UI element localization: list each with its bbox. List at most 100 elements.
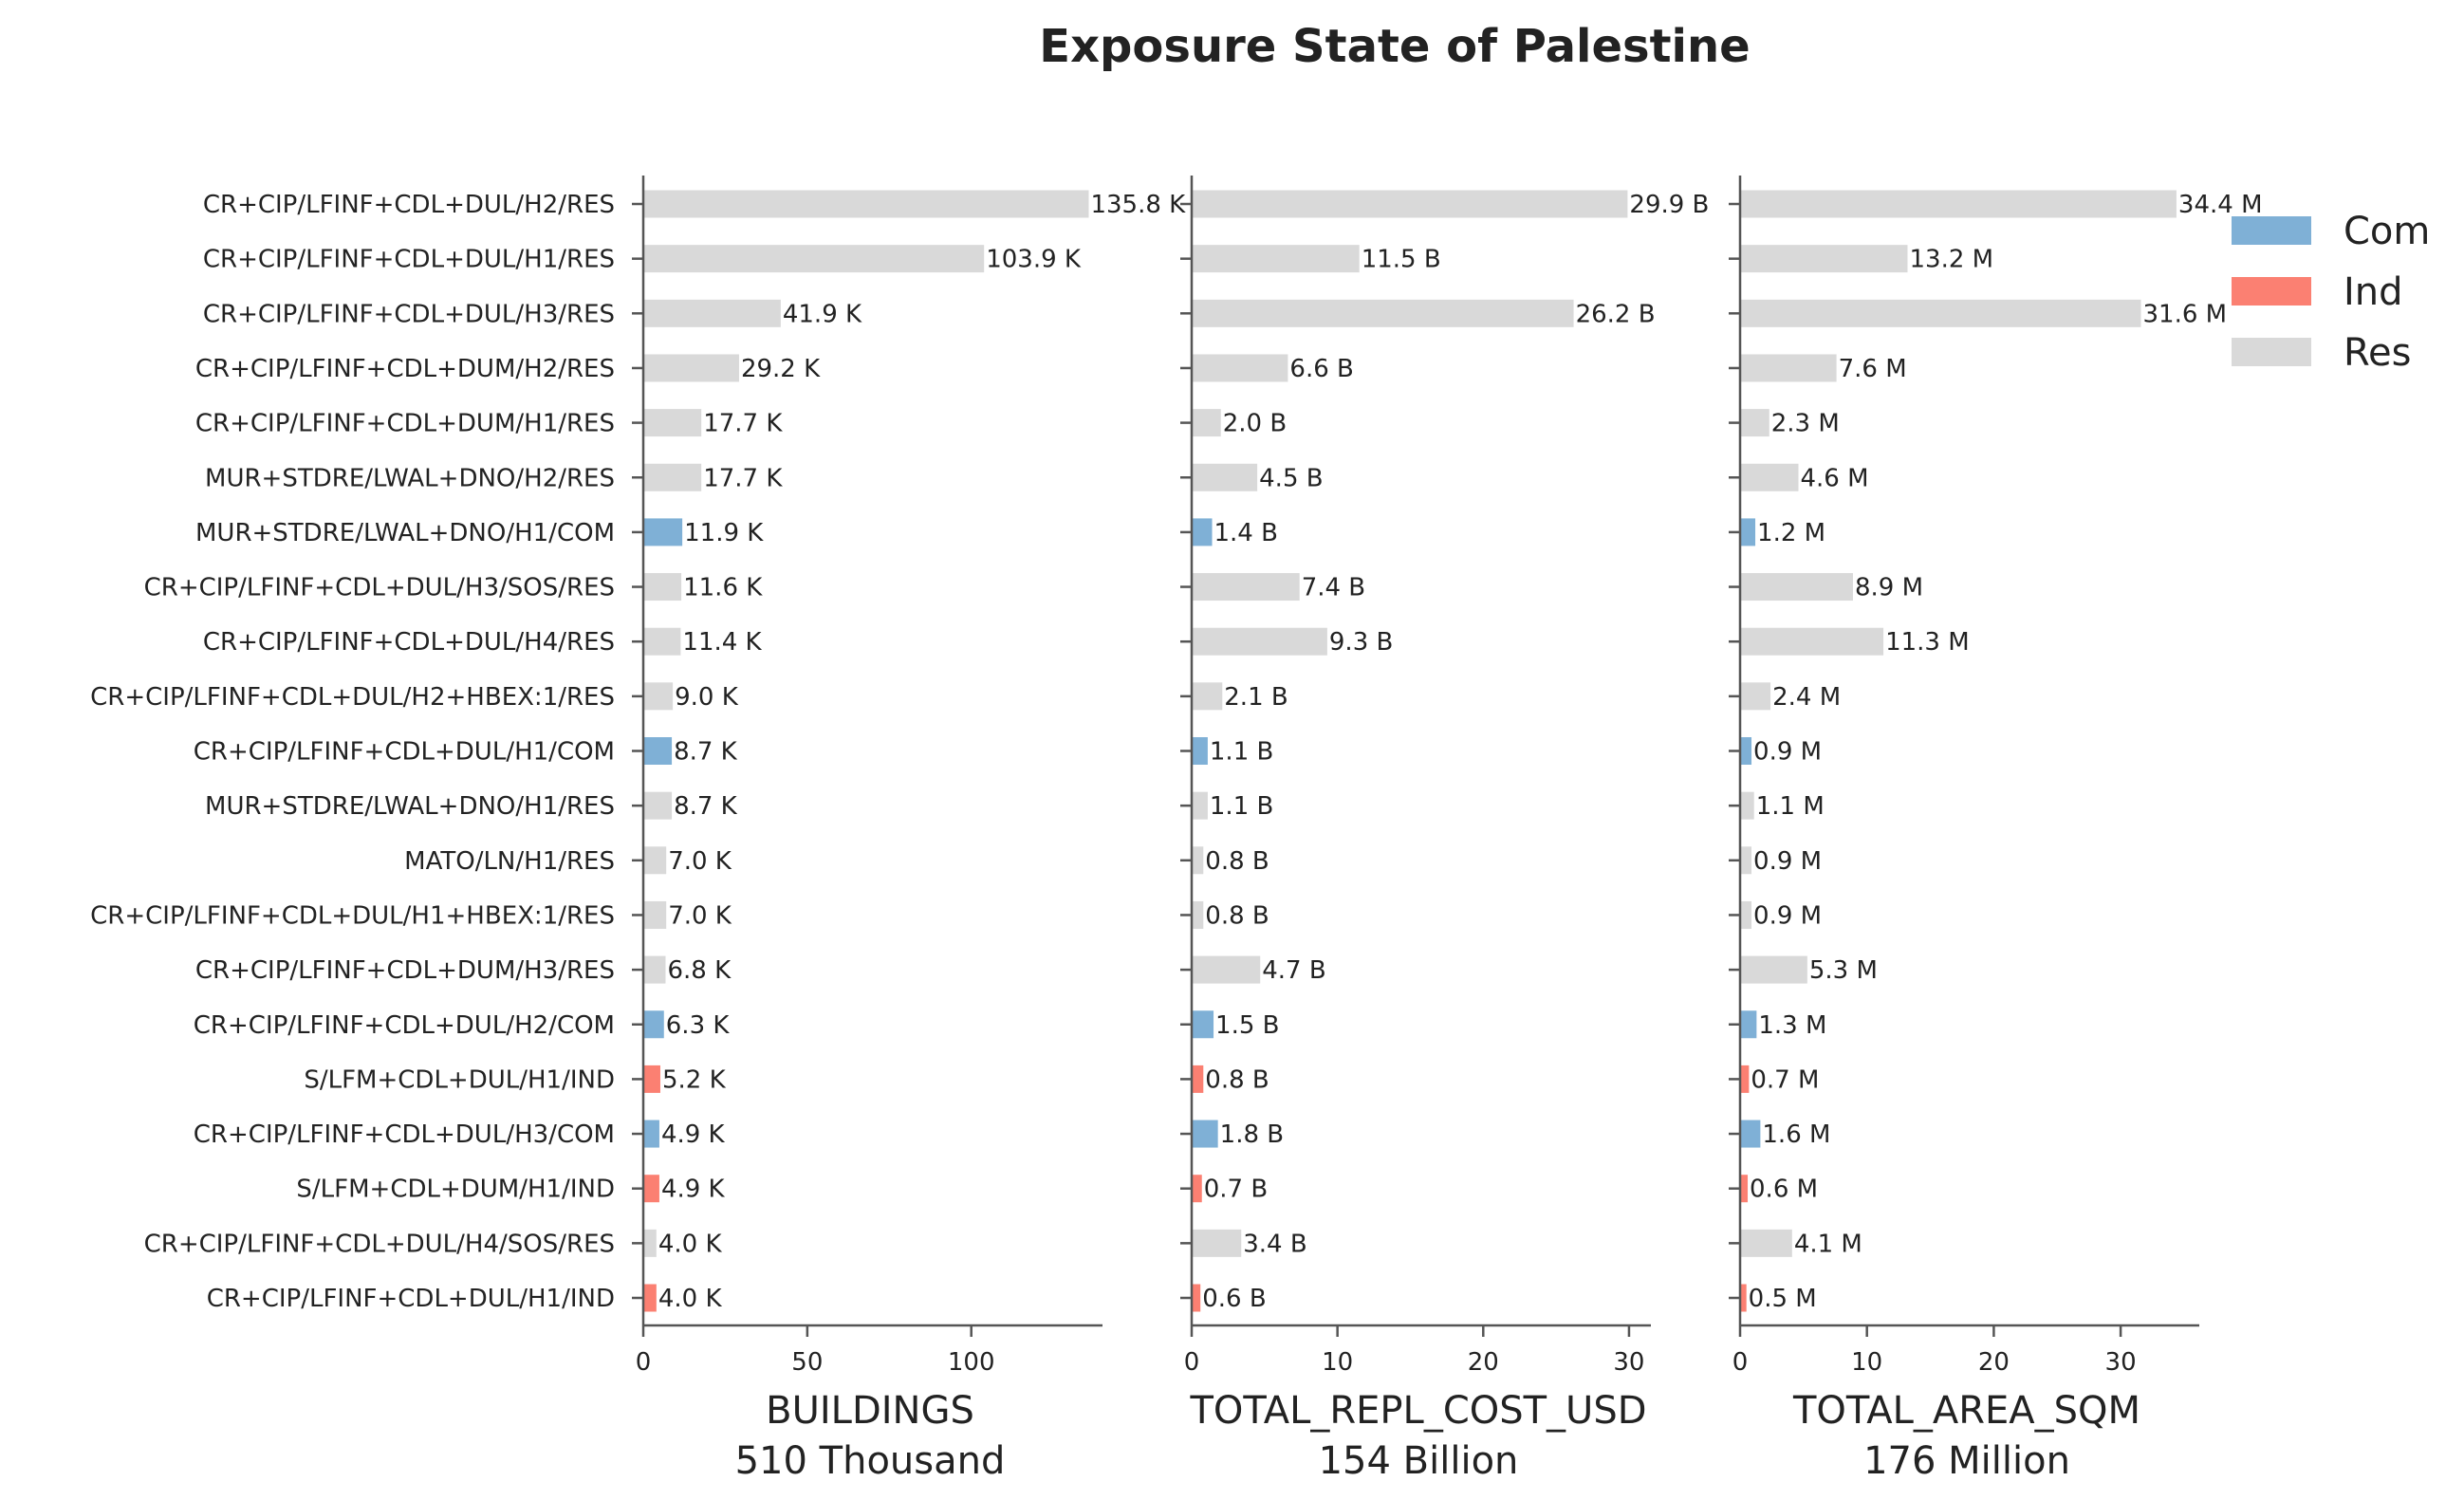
bar xyxy=(1192,409,1221,437)
bar xyxy=(643,1175,659,1203)
bar xyxy=(1192,627,1327,656)
value-label: 8.7 K xyxy=(674,738,738,767)
x-axis-title: TOTAL_REPL_COST_USD xyxy=(1189,1389,1646,1433)
panel-1: 135.8 K 103.9 K 41.9 K 29.2 K 17.7 K 17.7 K 11… xyxy=(90,176,1186,1483)
value-label: 13.2 M xyxy=(1909,246,1993,274)
bar xyxy=(1192,791,1208,820)
value-label: 1.1 B xyxy=(1210,738,1273,767)
panel-2: 29.9 B 11.5 B 26.2 B 6.6 B2.0 B 4.5 B 1.4 B 7.… xyxy=(1180,176,1709,1483)
bar xyxy=(1740,955,1807,984)
bar xyxy=(1192,955,1261,984)
legend-swatch-res xyxy=(2232,338,2311,366)
value-label: 0.8 B xyxy=(1205,1065,1269,1094)
value-label: 11.6 K xyxy=(683,574,763,602)
value-label: 4.1 M xyxy=(1794,1230,1862,1258)
bar xyxy=(1192,1065,1204,1093)
legend-swatch-ind xyxy=(2232,277,2311,306)
x-tick-label: 20 xyxy=(1978,1348,2010,1377)
bar xyxy=(1192,518,1213,546)
value-label: 31.6 M xyxy=(2142,300,2227,328)
bar xyxy=(1740,245,1908,273)
bar xyxy=(1192,1229,1242,1257)
bar xyxy=(1192,900,1204,929)
value-label: 4.7 B xyxy=(1262,956,1325,985)
category-label: CR+CIP/LFINF+CDL+DUL/H1/IND xyxy=(207,1285,615,1313)
bar xyxy=(643,463,702,491)
value-label: 11.9 K xyxy=(684,519,764,547)
value-label: 1.3 M xyxy=(1758,1011,1826,1040)
category-label: CR+CIP/LFINF+CDL+DUL/H1/RES xyxy=(203,246,615,274)
value-label: 6.3 K xyxy=(666,1011,731,1040)
chart-panels: 135.8 K 103.9 K 41.9 K 29.2 K 17.7 K 17.7 K 11… xyxy=(90,176,2263,1483)
bar xyxy=(1740,1120,1761,1148)
legend-label-ind: Ind xyxy=(2344,270,2403,314)
bar xyxy=(1740,518,1756,546)
bar xyxy=(1192,1284,1201,1312)
category-label: CR+CIP/LFINF+CDL+DUL/H4/SOS/RES xyxy=(144,1230,615,1258)
value-label: 26.2 B xyxy=(1576,300,1656,328)
value-label: 3.4 B xyxy=(1243,1230,1306,1258)
value-label: 7.6 M xyxy=(1839,355,1907,383)
value-label: 103.9 K xyxy=(986,246,1082,274)
bar xyxy=(1192,190,1628,218)
bar xyxy=(643,682,674,711)
value-label: 0.9 M xyxy=(1753,738,1822,767)
panel-3: 34.4 M 13.2 M 31.6 M 7.6 M 2.3 M 4.6 M 1.2 M 8.… xyxy=(1729,176,2263,1483)
bar xyxy=(643,791,673,820)
bar xyxy=(643,900,667,929)
value-label: 11.5 B xyxy=(1362,246,1441,274)
value-label: 1.1 M xyxy=(1756,792,1825,821)
bar xyxy=(1192,846,1204,875)
bar xyxy=(1740,573,1853,602)
value-label: 11.4 K xyxy=(682,628,762,657)
x-axis-title: TOTAL_AREA_SQM xyxy=(1792,1389,2140,1433)
bar xyxy=(1192,682,1223,711)
bar xyxy=(643,1065,660,1093)
bar xyxy=(1740,682,1771,711)
value-label: 2.3 M xyxy=(1771,410,1840,438)
value-label: 0.8 B xyxy=(1205,847,1269,876)
category-label: MUR+STDRE/LWAL+DNO/H2/RES xyxy=(205,464,615,492)
bar xyxy=(643,627,681,656)
chart-title: Exposure State of Palestine xyxy=(1039,20,1750,73)
category-label: S/LFM+CDL+DUM/H1/IND xyxy=(296,1176,615,1204)
value-label: 0.6 M xyxy=(1750,1176,1818,1204)
value-label: 135.8 K xyxy=(1090,191,1186,219)
category-label: CR+CIP/LFINF+CDL+DUM/H2/RES xyxy=(195,355,615,383)
value-label: 6.6 B xyxy=(1289,355,1353,383)
x-axis-title: BUILDINGS xyxy=(766,1389,974,1433)
bar xyxy=(1192,1010,1214,1039)
value-label: 4.5 B xyxy=(1259,464,1323,492)
bar xyxy=(1740,1284,1747,1312)
category-label: CR+CIP/LFINF+CDL+DUL/H4/RES xyxy=(203,628,615,657)
value-label: 8.9 M xyxy=(1855,574,1923,602)
value-label: 1.8 B xyxy=(1220,1120,1284,1149)
bar xyxy=(1740,1175,1749,1203)
value-label: 1.1 B xyxy=(1210,792,1273,821)
bar xyxy=(1740,1229,1792,1257)
bar xyxy=(643,409,702,437)
value-label: 4.9 K xyxy=(661,1176,726,1204)
value-label: 4.9 K xyxy=(661,1120,726,1149)
bar xyxy=(1192,245,1360,273)
bar xyxy=(643,1229,657,1257)
value-label: 6.8 K xyxy=(668,956,732,985)
value-label: 0.9 M xyxy=(1753,847,1822,876)
bar xyxy=(1192,737,1208,765)
value-label: 1.2 M xyxy=(1757,519,1825,547)
category-label: CR+CIP/LFINF+CDL+DUL/H3/RES xyxy=(203,300,615,328)
x-tick-label: 0 xyxy=(636,1348,652,1377)
bar xyxy=(1192,573,1300,602)
value-label: 4.6 M xyxy=(1801,464,1869,492)
bar xyxy=(1192,1120,1218,1148)
value-label: 0.8 B xyxy=(1205,901,1269,930)
bar xyxy=(1192,299,1574,327)
bar xyxy=(643,846,667,875)
x-tick-label: 10 xyxy=(1322,1348,1353,1377)
x-axis-total: 154 Billion xyxy=(1319,1439,1519,1483)
value-label: 1.5 B xyxy=(1215,1011,1279,1040)
value-label: 29.9 B xyxy=(1629,191,1709,219)
category-label: MATO/LN/H1/RES xyxy=(404,847,615,876)
bar xyxy=(643,518,683,546)
